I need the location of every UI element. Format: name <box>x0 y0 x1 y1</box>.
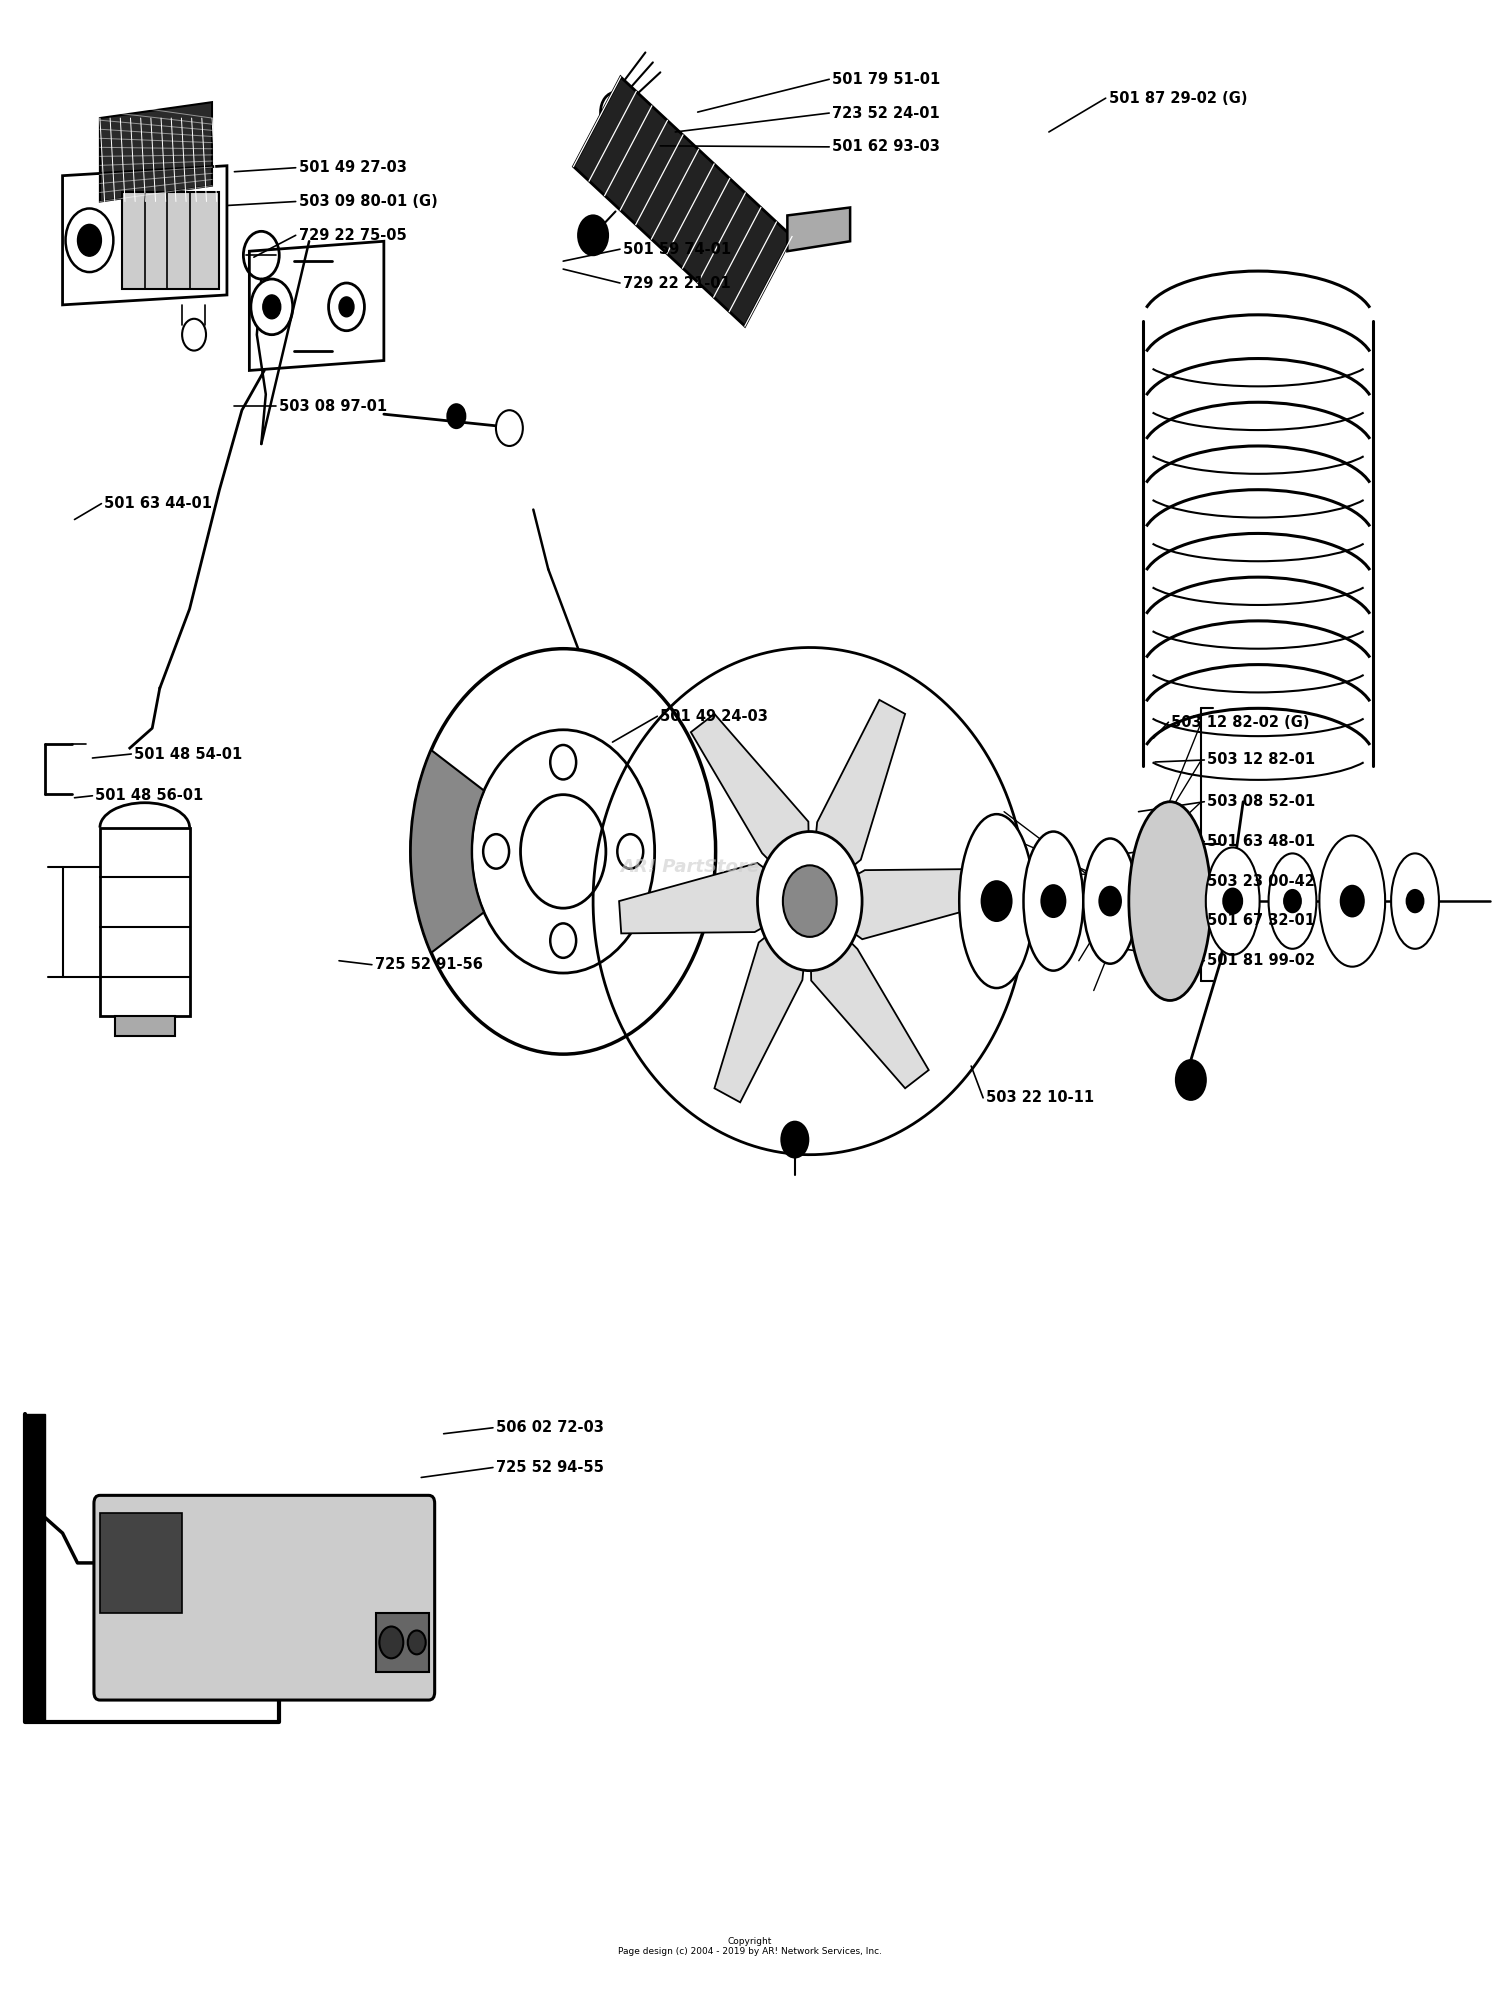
Circle shape <box>783 865 837 937</box>
Ellipse shape <box>1390 853 1438 949</box>
Text: 503 23 00-42: 503 23 00-42 <box>1208 873 1316 889</box>
Text: 501 62 93-03: 501 62 93-03 <box>833 140 940 153</box>
Ellipse shape <box>1206 847 1260 955</box>
Circle shape <box>496 411 523 446</box>
Text: 501 63 48-01: 501 63 48-01 <box>1208 833 1316 849</box>
Text: 501 48 56-01: 501 48 56-01 <box>96 789 204 803</box>
Text: 501 49 27-03: 501 49 27-03 <box>298 159 406 175</box>
Ellipse shape <box>958 815 1034 989</box>
Circle shape <box>1341 885 1364 917</box>
FancyBboxPatch shape <box>94 1495 435 1700</box>
Text: 501 87 29-02 (G): 501 87 29-02 (G) <box>1108 90 1246 106</box>
Polygon shape <box>411 749 485 953</box>
Ellipse shape <box>1023 831 1083 971</box>
Text: Copyright
Page design (c) 2004 - 2019 by AR! Network Services, Inc.: Copyright Page design (c) 2004 - 2019 by… <box>618 1937 882 1957</box>
Polygon shape <box>100 102 211 201</box>
Text: 723 52 24-01: 723 52 24-01 <box>833 106 940 122</box>
Text: 501 67 32-01: 501 67 32-01 <box>1208 913 1316 929</box>
Circle shape <box>447 405 465 428</box>
Polygon shape <box>692 713 810 901</box>
Polygon shape <box>26 1413 45 1722</box>
Text: 501 49 24-03: 501 49 24-03 <box>660 710 768 723</box>
Text: AR! PartStore: AR! PartStore <box>621 859 760 877</box>
Text: 506 02 72-03: 506 02 72-03 <box>496 1421 604 1435</box>
Circle shape <box>578 215 608 255</box>
Bar <box>123 191 219 289</box>
Circle shape <box>981 881 1011 921</box>
Text: 503 12 82-01: 503 12 82-01 <box>1208 753 1316 767</box>
Polygon shape <box>810 700 904 901</box>
Circle shape <box>1176 1060 1206 1100</box>
Polygon shape <box>376 1612 429 1672</box>
Circle shape <box>1100 887 1120 915</box>
Text: 503 09 80-01 (G): 503 09 80-01 (G) <box>298 193 438 209</box>
Circle shape <box>251 279 292 335</box>
Text: 503 08 97-01: 503 08 97-01 <box>279 399 387 415</box>
Circle shape <box>182 319 206 351</box>
Circle shape <box>1224 889 1242 913</box>
Circle shape <box>380 1626 404 1658</box>
Circle shape <box>600 92 630 132</box>
Text: 725 52 94-55: 725 52 94-55 <box>496 1461 604 1475</box>
Text: 501 81 99-02: 501 81 99-02 <box>1208 953 1316 969</box>
Circle shape <box>262 295 280 319</box>
Circle shape <box>339 297 354 317</box>
Ellipse shape <box>1130 801 1210 1000</box>
Polygon shape <box>714 901 810 1102</box>
Text: 501 63 44-01: 501 63 44-01 <box>105 496 213 510</box>
Circle shape <box>408 1630 426 1654</box>
Ellipse shape <box>1269 853 1317 949</box>
Polygon shape <box>810 901 928 1088</box>
Ellipse shape <box>1083 839 1137 965</box>
Text: 503 12 82-02 (G): 503 12 82-02 (G) <box>1172 715 1310 729</box>
Text: 503 22 10-11: 503 22 10-11 <box>986 1090 1094 1106</box>
Polygon shape <box>620 863 810 933</box>
Text: 503 08 52-01: 503 08 52-01 <box>1208 795 1316 809</box>
Circle shape <box>608 102 622 122</box>
Text: 501 59 74-01: 501 59 74-01 <box>622 241 730 257</box>
Circle shape <box>1407 891 1424 913</box>
Polygon shape <box>788 207 850 251</box>
Polygon shape <box>810 869 1000 939</box>
Text: 729 22 21-01: 729 22 21-01 <box>622 275 730 291</box>
Circle shape <box>1041 885 1065 917</box>
Circle shape <box>78 225 102 257</box>
Circle shape <box>66 209 114 273</box>
Circle shape <box>1284 891 1300 913</box>
Circle shape <box>243 231 279 279</box>
Circle shape <box>782 1122 808 1158</box>
Circle shape <box>328 283 364 331</box>
Text: 725 52 91-56: 725 52 91-56 <box>375 957 483 973</box>
Polygon shape <box>100 1513 182 1612</box>
Text: 501 48 54-01: 501 48 54-01 <box>135 747 243 761</box>
Circle shape <box>758 831 862 971</box>
Polygon shape <box>116 1016 174 1036</box>
Text: 501 79 51-01: 501 79 51-01 <box>833 72 940 88</box>
Polygon shape <box>573 78 792 327</box>
Text: 729 22 75-05: 729 22 75-05 <box>298 227 406 243</box>
Ellipse shape <box>1320 835 1384 967</box>
